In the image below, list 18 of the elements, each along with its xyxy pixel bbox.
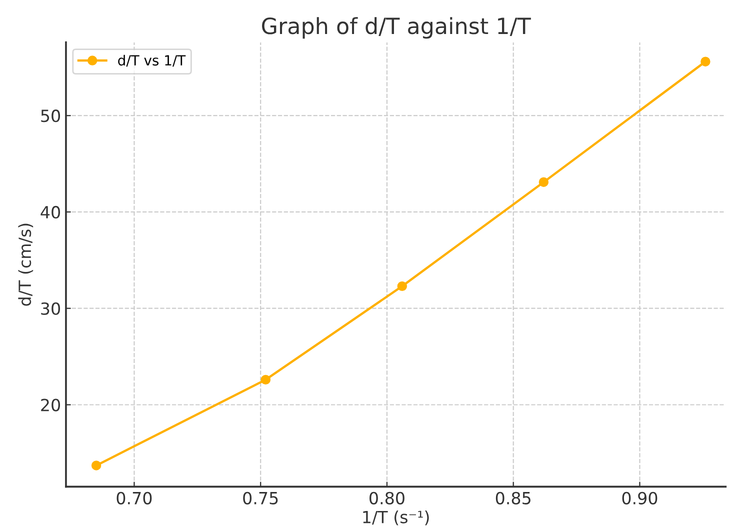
point — [700, 56, 710, 66]
y-tick-label: 20 — [41, 398, 60, 412]
y-axis-title: d/T (cm/s) — [18, 224, 34, 306]
point — [397, 281, 407, 292]
x-axis-title: 1/T (s⁻¹) — [363, 510, 429, 526]
x-tick-label: 0.90 — [622, 492, 658, 504]
point — [538, 177, 549, 187]
x-tick-label: 0.75 — [243, 492, 278, 504]
y-tick-label: 40 — [40, 206, 60, 219]
y-tick-label: 30 — [41, 302, 60, 315]
point — [91, 460, 102, 470]
x-tick-label: 0.85 — [496, 492, 530, 504]
x-tick-label: 0.70 — [116, 492, 152, 504]
point — [260, 374, 271, 385]
chart-title: Graph of d/T against 1/T — [262, 17, 531, 39]
x-tick-label: 0.80 — [370, 492, 404, 504]
legend-label: d/T vs 1/T — [118, 54, 186, 67]
y-tick-label: 50 — [41, 110, 60, 122]
